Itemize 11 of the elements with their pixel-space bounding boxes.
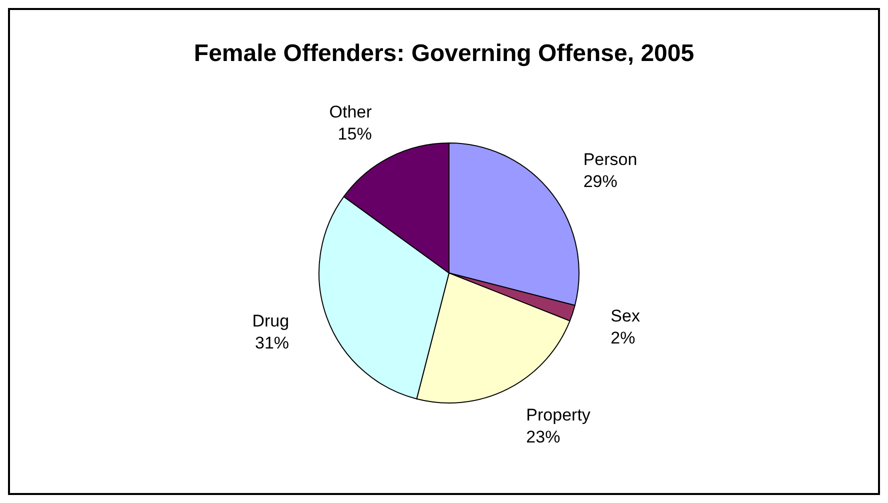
slice-label: Person: [583, 150, 638, 169]
data-label: 2%: [610, 328, 636, 348]
slice-label: Sex: [610, 306, 640, 326]
chart-title: Female Offenders: Governing Offense, 2005: [192, 40, 696, 68]
data-label: 29%: [583, 172, 618, 191]
data-label: 23%: [526, 427, 560, 446]
data-label: 31%: [255, 334, 290, 353]
slice-label: Other: [329, 102, 372, 122]
slice-label: Property: [526, 405, 591, 424]
slice-label: Drug: [252, 312, 290, 331]
data-label: 15%: [338, 124, 372, 144]
